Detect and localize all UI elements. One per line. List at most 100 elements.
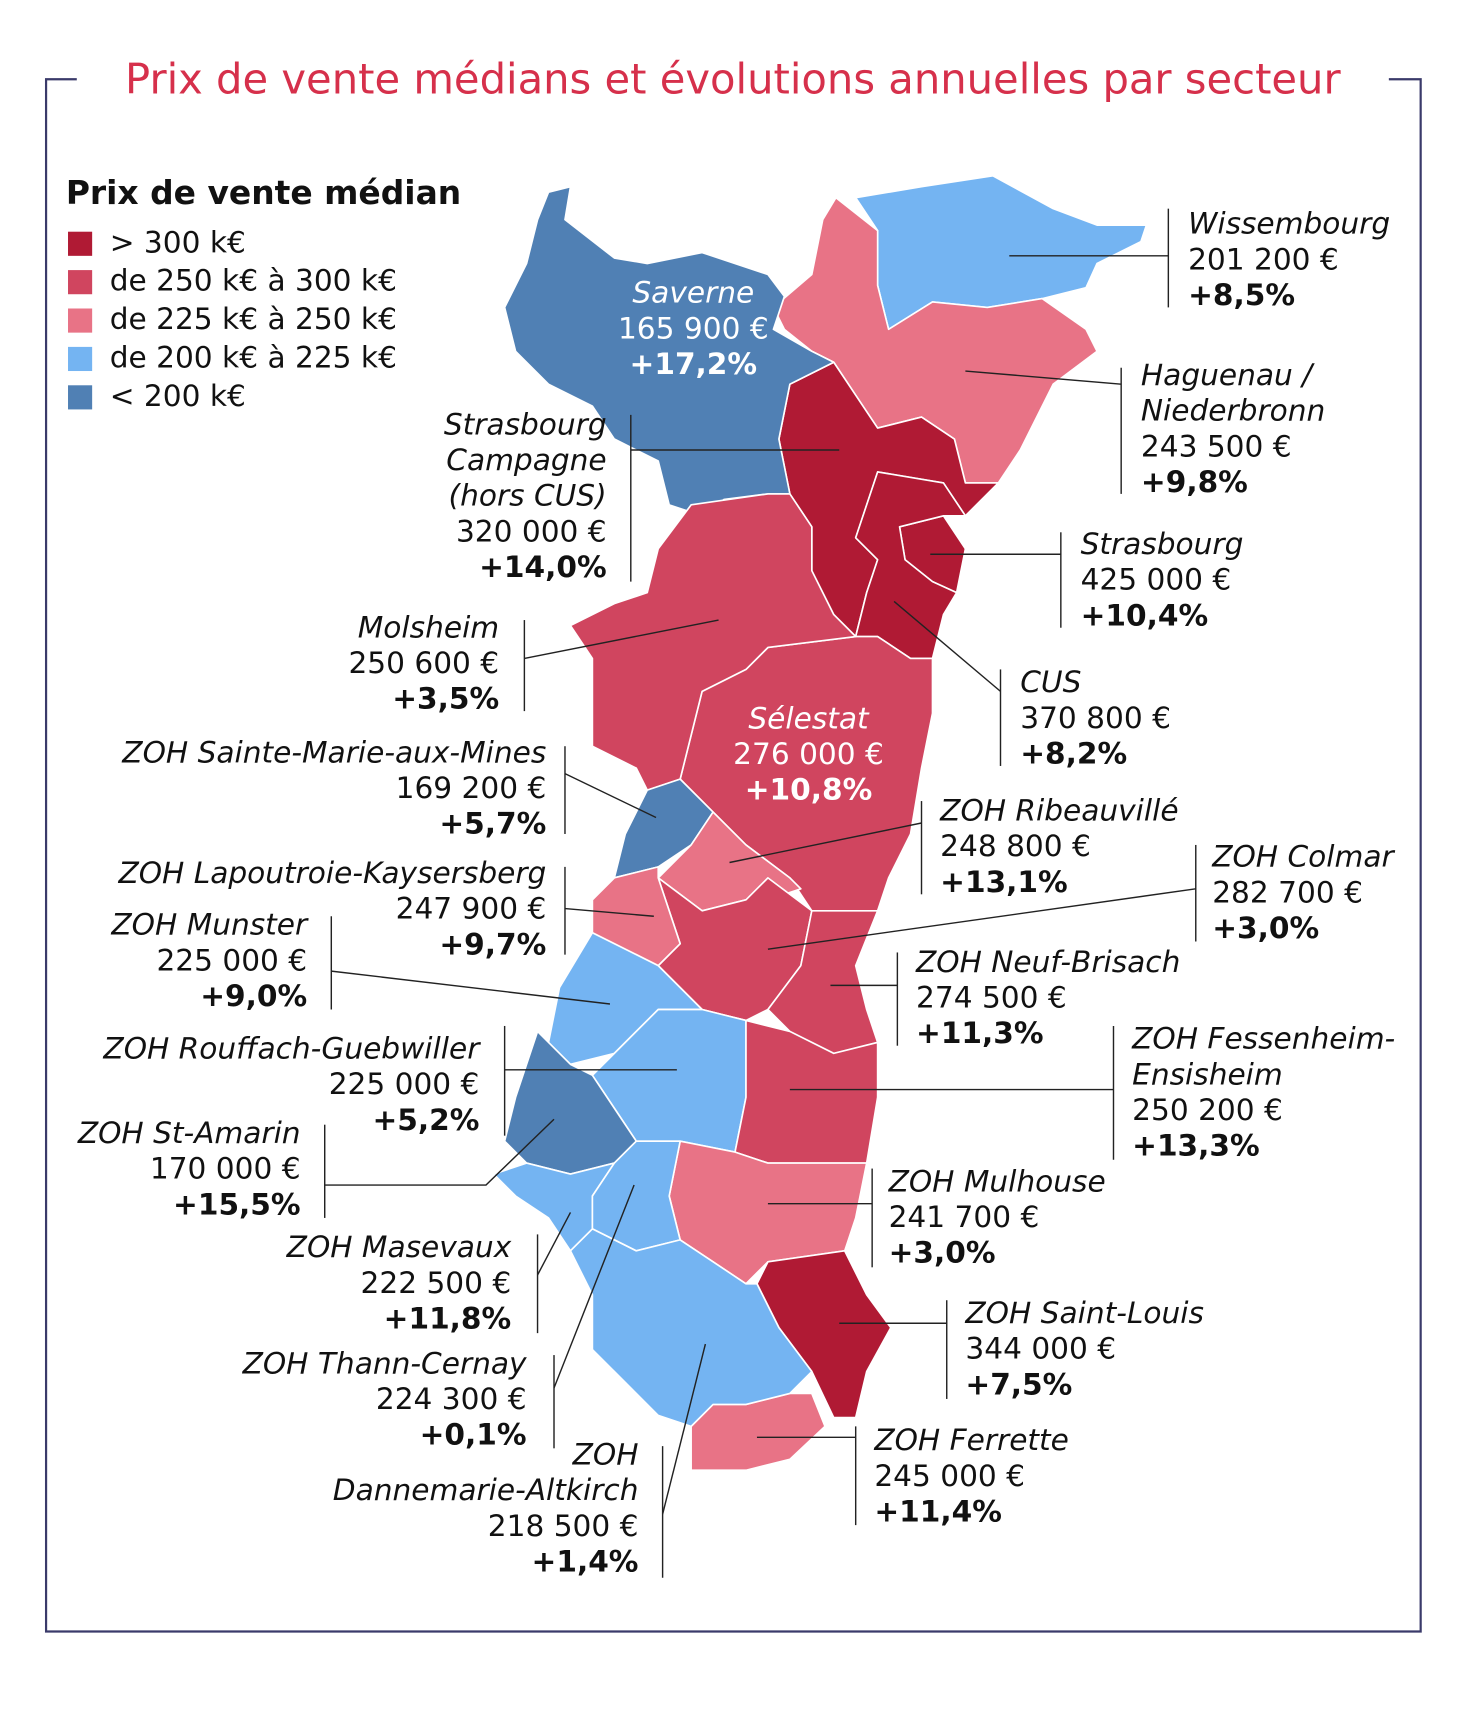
sector-name: Wissembourg <box>1188 207 1390 241</box>
sector-price: 282 700 € <box>1212 875 1363 909</box>
legend-label: de 225 k€ à 250 k€ <box>110 302 397 336</box>
leader-line <box>767 888 1196 950</box>
legend-swatch <box>68 270 93 295</box>
sector-change: +10,4% <box>1081 598 1209 632</box>
sector-price: 224 300 € <box>376 1382 527 1416</box>
legend-swatch <box>68 346 93 372</box>
legend: Prix de vente médian > 300 k€ de 250 k€ à… <box>66 173 461 413</box>
sector-change: +3,5% <box>392 682 499 716</box>
sector-name: ZOH Saint-Louis <box>964 1296 1204 1330</box>
leader-lines <box>324 208 1197 1578</box>
sector-name: ZOH Mulhouse <box>888 1164 1106 1198</box>
sector-price: 250 200 € <box>1132 1093 1283 1127</box>
sector-name: ZOH Sainte-Marie-aux-Mines <box>121 735 546 769</box>
leader-line <box>524 619 719 660</box>
sector-price: 344 000 € <box>965 1332 1116 1366</box>
sector-name: Strasbourg <box>444 407 607 441</box>
sector-change: +3,0% <box>1212 911 1319 945</box>
sector-price: 201 200 € <box>1188 242 1339 276</box>
sector-area <box>854 471 967 660</box>
sector-name: ZOH Neuf-Brisach <box>915 945 1180 979</box>
sector-name: Dannemarie-Altkirch <box>333 1473 639 1507</box>
sector-change: +11,3% <box>916 1016 1044 1050</box>
sector-change: +10,8% <box>745 773 873 807</box>
sector-price: 248 800 € <box>940 829 1091 863</box>
sector-price: 247 900 € <box>396 892 547 926</box>
sector-change: +13,1% <box>940 865 1068 899</box>
sector-price: 370 800 € <box>1020 701 1171 735</box>
sector-change: +8,5% <box>1188 278 1295 312</box>
sector-change: +13,3% <box>1132 1129 1260 1163</box>
sector-name: Saverne <box>632 276 754 310</box>
sector-name: Ensisheim <box>1132 1057 1283 1091</box>
sector-price: 425 000 € <box>1081 563 1232 597</box>
title: Prix de vente médians et évolutions annu… <box>125 55 1341 104</box>
leader-line <box>553 1184 635 1389</box>
leader-line <box>331 970 611 1005</box>
sector-name: Sélestat <box>748 701 870 735</box>
leader-line <box>564 772 657 819</box>
sector-price: 165 900 € <box>618 311 769 345</box>
sector-name: ZOH Colmar <box>1211 840 1395 874</box>
sector-area <box>613 778 714 879</box>
sector-name: Strasbourg <box>1081 527 1244 561</box>
sector-price: 250 600 € <box>348 646 499 680</box>
legend-title: Prix de vente médian <box>66 173 461 212</box>
legend-swatch <box>68 385 93 410</box>
sector-change: +1,4% <box>532 1544 639 1578</box>
leader-line <box>324 1118 555 1186</box>
sector-change: +15,5% <box>173 1187 301 1221</box>
sector-change: +9,0% <box>200 979 307 1013</box>
sector-change: +9,8% <box>1141 465 1248 499</box>
sector-name: ZOH <box>572 1437 639 1471</box>
sector-name: Campagne <box>446 443 606 477</box>
sector-price: 243 500 € <box>1141 429 1292 463</box>
leader-line <box>661 1343 707 1515</box>
leader-line <box>536 1212 572 1276</box>
sector-price: 276 000 € <box>733 737 884 771</box>
sector-price: 320 000 € <box>456 514 607 548</box>
sector-change: +3,0% <box>889 1236 996 1270</box>
sector-price: 225 000 € <box>329 1067 480 1101</box>
legend-label: de 250 k€ à 300 k€ <box>110 264 397 298</box>
legend-swatch <box>68 308 93 333</box>
sector-name: ZOH Fessenheim- <box>1131 1022 1395 1056</box>
sector-change: +5,2% <box>372 1103 479 1137</box>
sector-change: +8,2% <box>1020 736 1127 770</box>
leader-line <box>564 907 654 917</box>
sector-name: ZOH Munster <box>110 908 309 942</box>
sector-name: ZOH Ferrette <box>873 1423 1069 1457</box>
sector-name: Niederbronn <box>1141 394 1325 428</box>
sector-price: 245 000 € <box>874 1459 1025 1493</box>
legend-label: < 200 k€ <box>110 379 246 413</box>
sector-name: Molsheim <box>358 610 499 644</box>
sector-change: +14,0% <box>479 550 607 584</box>
sector-price: 241 700 € <box>889 1200 1040 1234</box>
legend-swatch <box>68 231 93 256</box>
sector-name: ZOH Thann-Cernay <box>242 1346 527 1380</box>
sector-name: CUS <box>1020 665 1081 699</box>
sector-price: 169 200 € <box>396 771 547 805</box>
sector-price: 222 500 € <box>361 1266 512 1300</box>
sector-change: +11,8% <box>384 1301 512 1335</box>
sector-change: +11,4% <box>874 1495 1002 1529</box>
sector-change: +17,2% <box>630 347 758 381</box>
leader-line <box>729 822 922 864</box>
sector-change: +9,7% <box>439 927 546 961</box>
sector-name: Haguenau / <box>1141 358 1315 392</box>
sector-name: (hors CUS) <box>449 479 607 513</box>
leader-line <box>893 600 1001 692</box>
legend-label: > 300 k€ <box>110 225 246 259</box>
sector-name: ZOH Masevaux <box>286 1230 512 1264</box>
sector-price: 274 500 € <box>916 981 1067 1015</box>
sector-change: +5,7% <box>439 807 546 841</box>
sector-change: +7,5% <box>965 1367 1072 1401</box>
sector-name: ZOH Lapoutroie-Kaysersberg <box>117 856 546 890</box>
leader-line <box>965 370 1122 385</box>
sector-name: ZOH Ribeauvillé <box>939 794 1178 828</box>
sector-area <box>569 1228 813 1428</box>
sector-area <box>569 493 857 791</box>
sector-price: 225 000 € <box>156 943 307 977</box>
